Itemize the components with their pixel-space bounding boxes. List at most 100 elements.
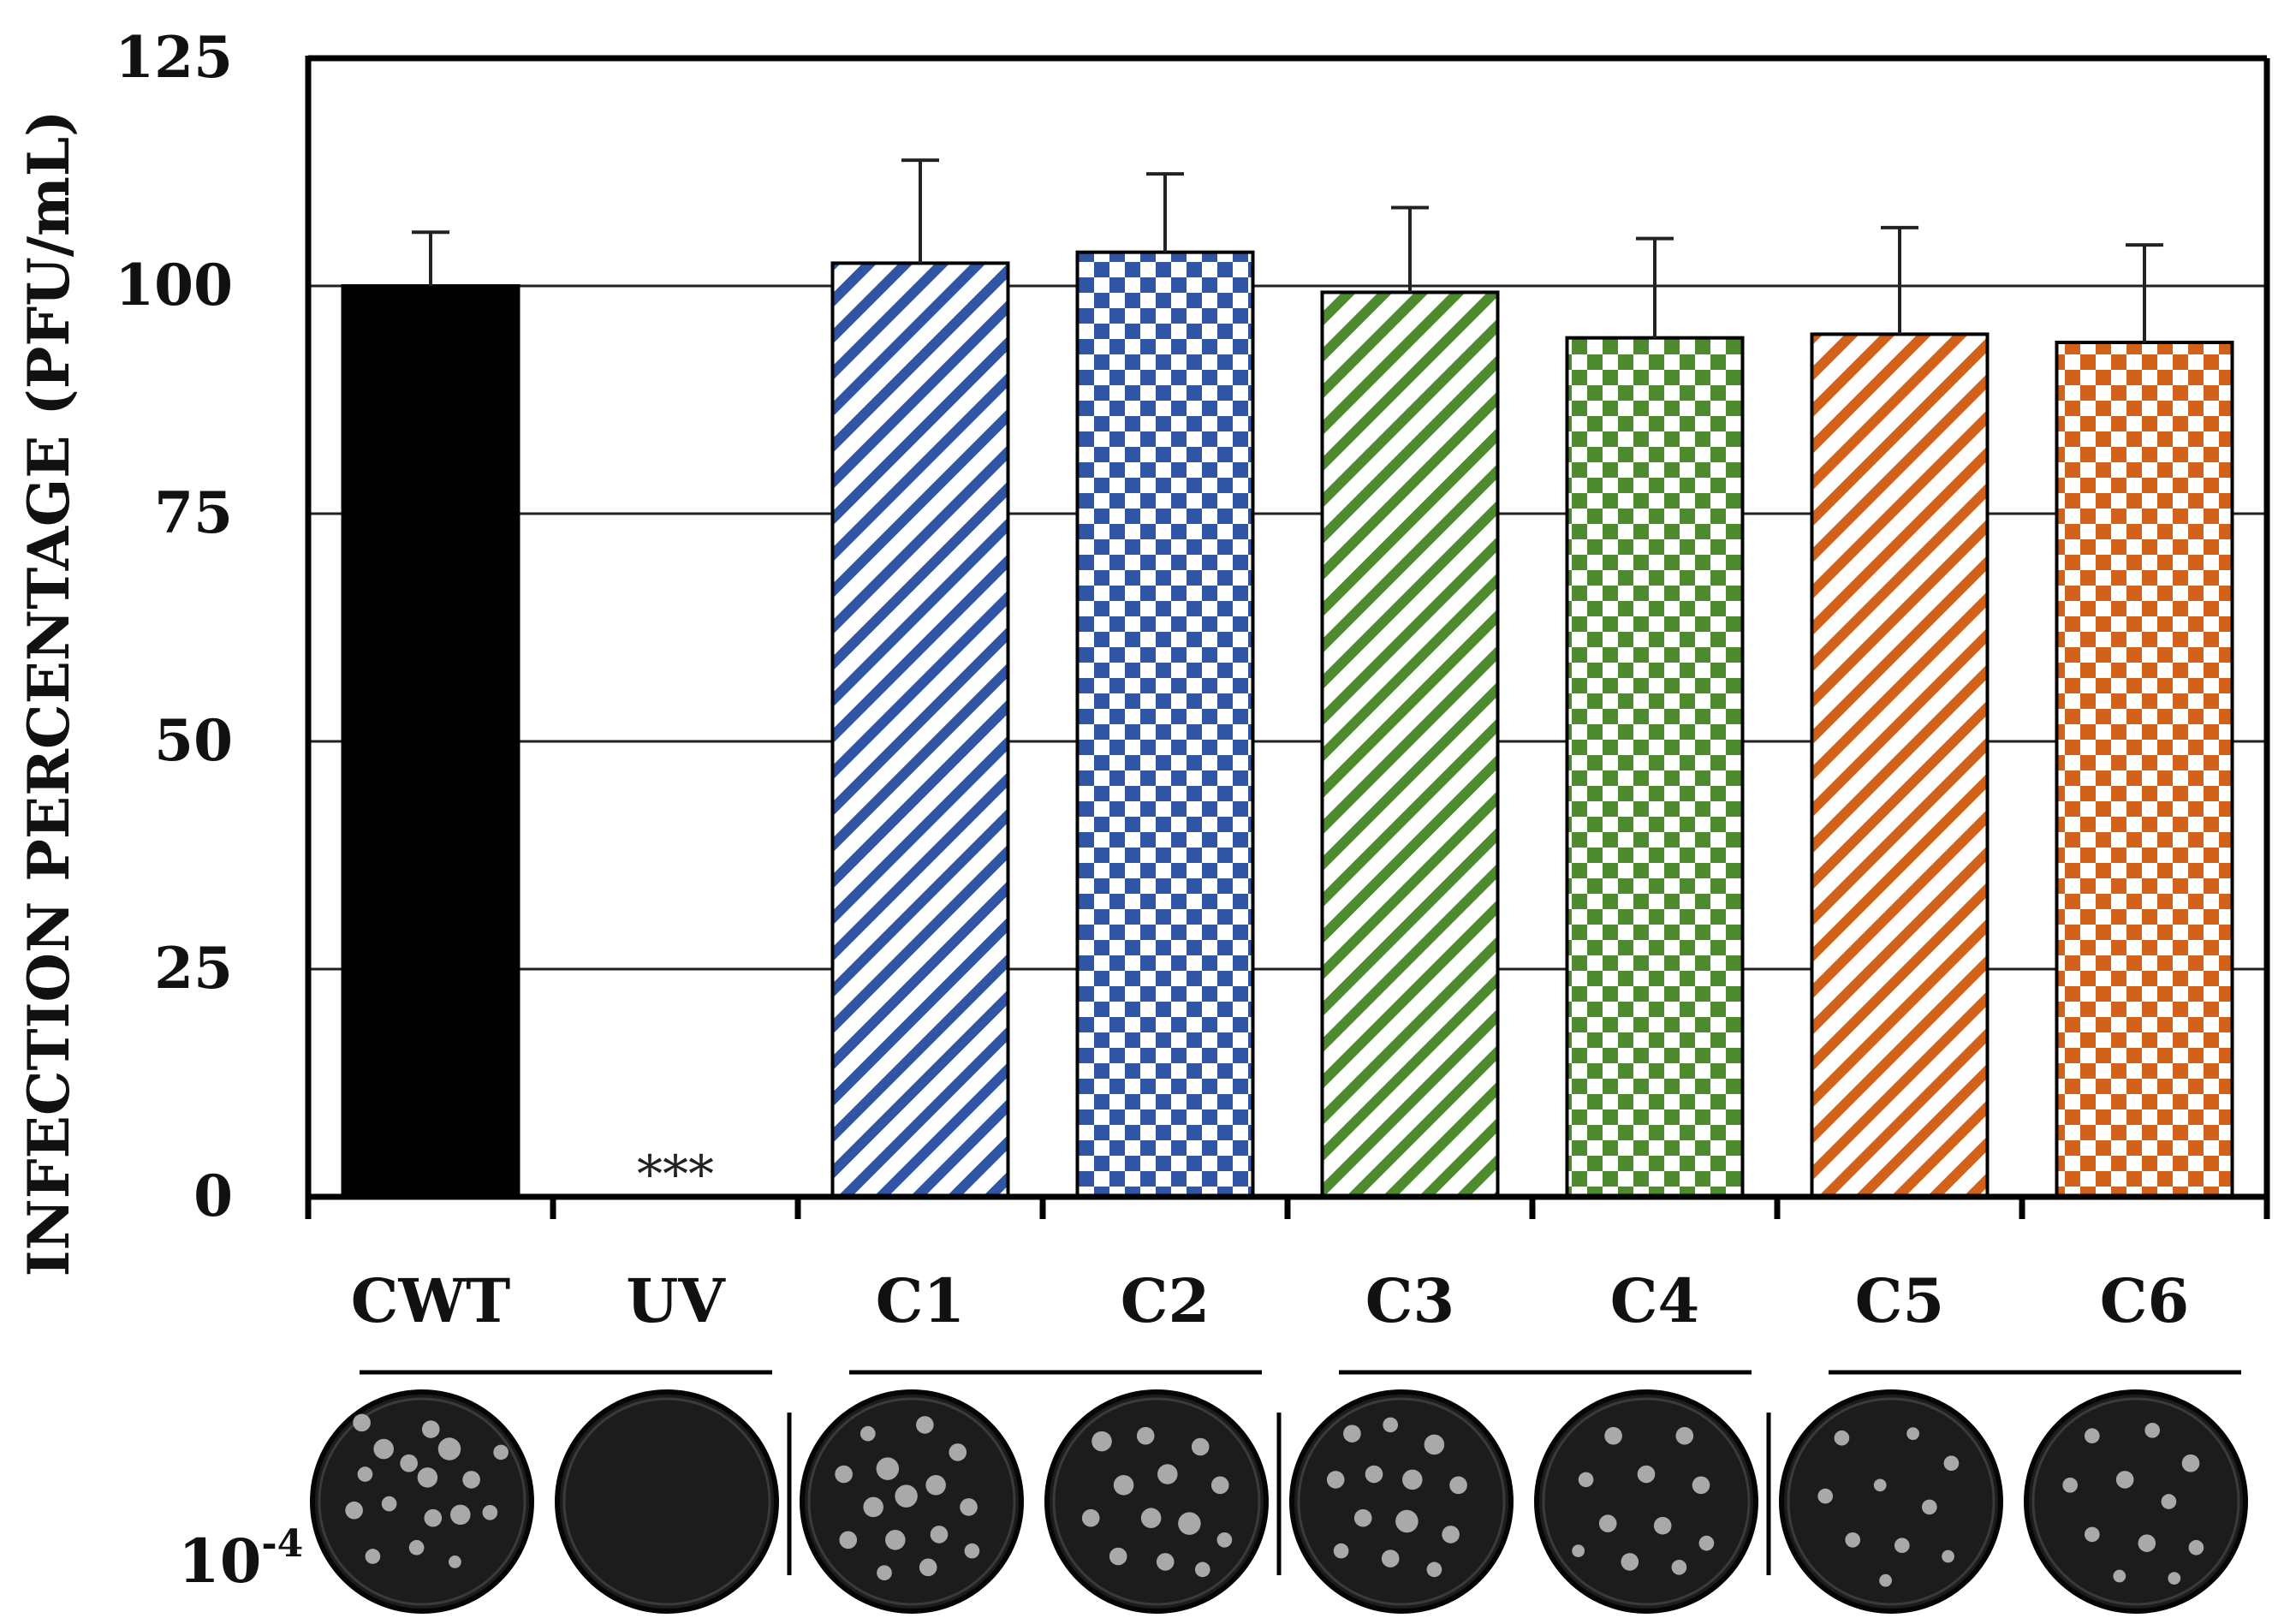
plaque-spot <box>949 1443 967 1461</box>
plaque-spot <box>2144 1422 2161 1438</box>
plaque-spot <box>1692 1476 1710 1495</box>
plaque-dish-c2 <box>1044 1389 1269 1614</box>
x-category-labels: CWT UV C1 C2 C3 C4 C5 C6 <box>351 1265 2189 1336</box>
plaque-spot <box>1333 1543 1349 1559</box>
plaque-spot <box>1365 1465 1383 1484</box>
plaque-spot <box>919 1558 937 1577</box>
plaque-spot <box>916 1416 934 1434</box>
plaque-spot <box>1424 1434 1445 1455</box>
plaque-spot <box>365 1549 381 1564</box>
plaque-dividers <box>787 1413 1771 1575</box>
plaque-spot <box>925 1475 946 1496</box>
plaque-spot <box>1402 1469 1423 1490</box>
x-category-label: C1 <box>876 1265 965 1336</box>
plaque-spot <box>421 1420 440 1438</box>
x-category-label: C2 <box>1121 1265 1210 1336</box>
plaque-dish-c1 <box>800 1389 1024 1614</box>
plaque-spot <box>863 1496 883 1518</box>
plaque-spot <box>1395 1509 1419 1533</box>
plaque-spot <box>2168 1572 2181 1585</box>
dish-rim <box>1297 1397 1506 1606</box>
x-category-label: C3 <box>1365 1265 1454 1336</box>
plaque-spot <box>1442 1526 1460 1544</box>
plaque-spot <box>482 1504 498 1520</box>
bar-c6 <box>2055 340 2234 1199</box>
y-tick-label: 75 <box>154 479 233 546</box>
plaque-spot <box>1817 1488 1834 1504</box>
dish-rim <box>1542 1397 1751 1606</box>
plaque-dish-cwt <box>310 1389 534 1614</box>
plaque-spot <box>1113 1475 1134 1496</box>
plaque-spot <box>1621 1553 1639 1571</box>
plaque-spot <box>462 1471 480 1489</box>
plaque-spot <box>895 1484 918 1508</box>
y-tick-labels: 0 25 50 75 100 125 <box>115 24 233 1229</box>
plaque-spot <box>960 1498 978 1516</box>
dish <box>1044 1389 1269 1614</box>
plaque-spot <box>449 1556 461 1568</box>
bar-c5 <box>1810 332 1990 1199</box>
plaque-spot <box>1109 1547 1127 1566</box>
dilution-exponent: -4 <box>261 1522 303 1566</box>
plaque-spot <box>1671 1559 1687 1575</box>
x-category-label: C5 <box>1855 1265 1944 1336</box>
plaque-spot <box>1343 1425 1361 1443</box>
y-tick-label: 25 <box>154 935 233 1002</box>
plaque-spot <box>2138 1534 2156 1552</box>
y-tick-label: 0 <box>193 1163 233 1229</box>
plaque-spot <box>400 1454 418 1472</box>
plaque-spot <box>1921 1499 1937 1515</box>
plaque-spot <box>835 1465 853 1484</box>
plaque-spot <box>493 1444 509 1460</box>
plaque-spot <box>1194 1562 1210 1578</box>
plaque-spot <box>2062 1477 2079 1493</box>
plaque-spot <box>930 1526 949 1544</box>
plaque-spot <box>1604 1426 1622 1445</box>
bar-c4 <box>1565 336 1745 1199</box>
plaque-spot <box>2084 1428 2100 1444</box>
dish-rim <box>1052 1397 1261 1606</box>
plaque-spot <box>2113 1569 2126 1583</box>
bar-cwt <box>341 284 520 1199</box>
plaque-spot <box>2188 1539 2204 1556</box>
dish <box>1289 1389 1514 1614</box>
plaque-spot <box>885 1530 906 1550</box>
plaque-spot <box>1637 1465 1656 1484</box>
plaque-spot <box>1873 1478 1887 1492</box>
bar-c3 <box>1320 290 1500 1199</box>
dish <box>310 1389 534 1614</box>
error-bars <box>412 158 2163 342</box>
plaque-spot <box>1210 1476 1229 1495</box>
plaque-spot <box>408 1539 425 1556</box>
plaque-spot <box>1157 1464 1178 1484</box>
plaque-spot <box>839 1531 858 1550</box>
plaque-spot <box>1381 1550 1400 1567</box>
bar-c1 <box>830 261 1010 1199</box>
dish-rim <box>2031 1397 2240 1606</box>
plaque-spot <box>1834 1430 1850 1446</box>
plaque-images <box>310 1389 2248 1614</box>
x-category-label: C6 <box>2100 1265 2189 1336</box>
plaque-spot <box>357 1466 373 1482</box>
dish-rim <box>807 1397 1016 1606</box>
plaque-spot <box>424 1508 443 1527</box>
dilution-label: 10-4 <box>178 1522 303 1597</box>
plaque-spot <box>1449 1476 1467 1495</box>
plaque-spot <box>1942 1550 1954 1563</box>
dilution-base: 10 <box>178 1526 261 1597</box>
y-tick-label: 50 <box>154 707 233 774</box>
plaque-spot <box>1675 1426 1694 1445</box>
plaque-dish-uv <box>555 1389 779 1614</box>
plaque-spot <box>877 1565 892 1581</box>
plaque-spot <box>859 1425 876 1442</box>
bar-c2 <box>1075 250 1255 1199</box>
axes <box>305 55 2270 1219</box>
plaque-dish-c4 <box>1534 1389 1758 1614</box>
dish <box>2024 1389 2248 1614</box>
x-category-label: CWT <box>351 1265 510 1336</box>
dish <box>1534 1389 1758 1614</box>
plaque-spot <box>1698 1535 1715 1551</box>
plaque-spot <box>1572 1544 1585 1557</box>
plaque-spot <box>417 1467 438 1488</box>
